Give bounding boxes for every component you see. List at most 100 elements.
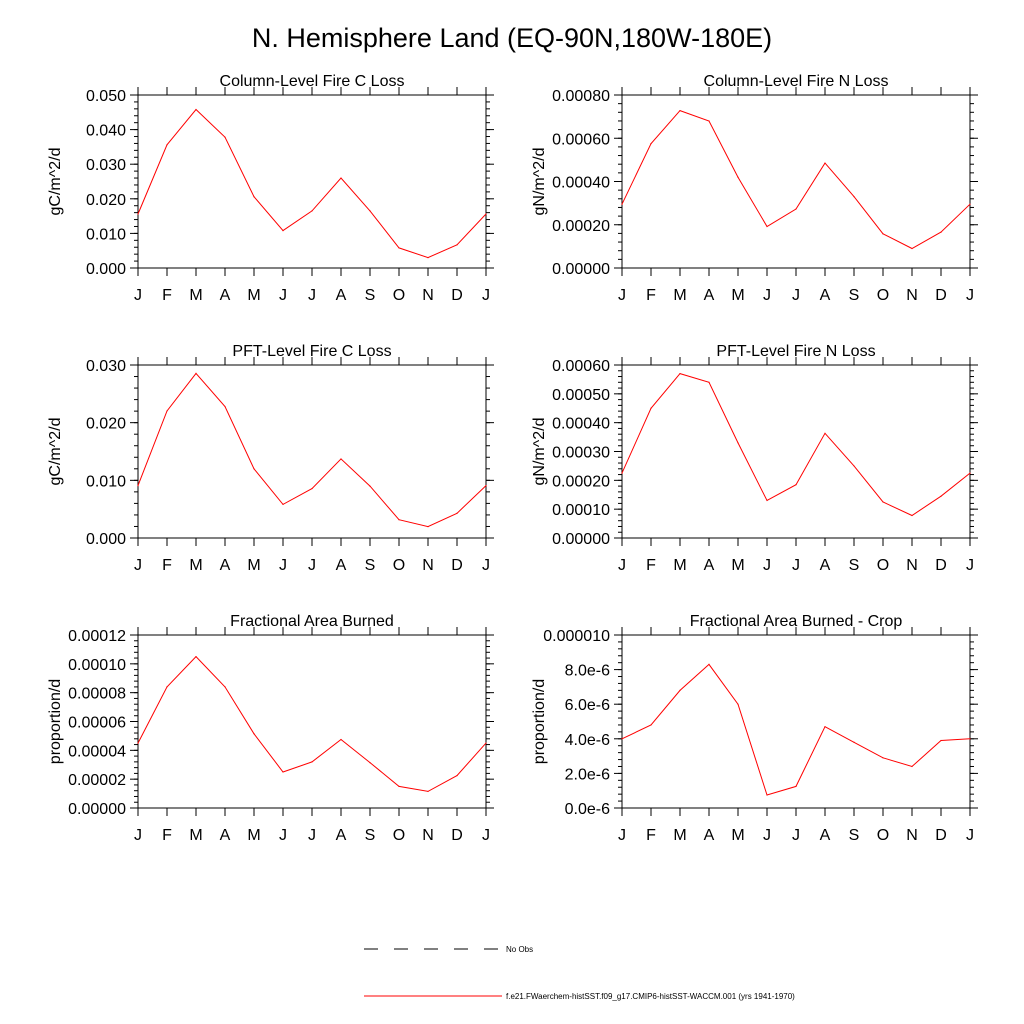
data-point: [195, 108, 197, 111]
x-tick-label: F: [162, 287, 172, 304]
data-point: [485, 213, 487, 215]
x-tick-label: A: [220, 287, 231, 304]
data-point: [427, 257, 429, 259]
data-point: [485, 485, 487, 487]
x-tick-label: J: [134, 557, 142, 574]
data-point: [282, 230, 284, 232]
series-line: [621, 110, 971, 250]
data-point: [456, 512, 458, 514]
y-tick-label: 0.0e-6: [565, 801, 610, 818]
data-point: [708, 120, 710, 122]
y-tick-label: 0.030: [86, 157, 126, 174]
x-tick-label: J: [134, 287, 142, 304]
data-point: [253, 468, 255, 470]
data-point: [456, 774, 458, 777]
data-point: [853, 196, 855, 198]
plot-frame: [621, 94, 971, 269]
x-tick-label: J: [279, 557, 287, 574]
x-tick-label: A: [820, 287, 831, 304]
data-point: [882, 501, 884, 503]
x-tick-label: J: [279, 827, 287, 844]
data-point: [650, 724, 652, 726]
x-tick-label: F: [162, 827, 172, 844]
data-point: [485, 742, 487, 744]
x-tick-label: O: [393, 827, 405, 844]
x-tick-label: M: [673, 827, 686, 844]
x-tick-label: M: [247, 557, 260, 574]
x-tick-label: S: [365, 287, 376, 304]
data-point: [621, 472, 623, 474]
data-point: [708, 381, 710, 383]
y-tick-label: 0.020: [86, 192, 126, 209]
data-point: [340, 177, 342, 179]
data-point: [940, 495, 942, 497]
x-tick-label: F: [646, 827, 656, 844]
x-tick-label: M: [673, 557, 686, 574]
chart-title: PFT-Level Fire N Loss: [716, 343, 875, 360]
x-tick-label: A: [220, 827, 231, 844]
data-point: [766, 794, 768, 796]
data-point: [969, 472, 971, 474]
x-tick-label: J: [279, 287, 287, 304]
y-tick-label: 0.000: [86, 261, 126, 278]
x-tick-label: M: [189, 557, 202, 574]
x-tick-label: D: [935, 557, 947, 574]
y-axis-label: gN/m^2/d: [531, 148, 548, 216]
data-point: [224, 686, 226, 688]
x-tick-label: O: [393, 287, 405, 304]
data-point: [911, 514, 913, 517]
data-point: [427, 526, 429, 528]
y-tick-label: 0.00000: [68, 801, 126, 818]
y-axis-label: gC/m^2/d: [47, 148, 64, 216]
figure-title: N. Hemisphere Land (EQ-90N,180W-180E): [251, 23, 773, 53]
x-tick-label: M: [731, 827, 744, 844]
x-tick-label: N: [422, 827, 434, 844]
data-point: [650, 143, 652, 145]
x-tick-label: J: [792, 827, 800, 844]
data-point: [679, 109, 681, 112]
data-point: [795, 208, 797, 210]
x-tick-label: M: [731, 557, 744, 574]
x-tick-label: J: [966, 557, 974, 574]
x-tick-label: J: [618, 827, 626, 844]
y-tick-label: 0.00040: [552, 416, 610, 433]
x-tick-label: A: [220, 557, 231, 574]
data-point: [824, 162, 826, 164]
data-point: [311, 761, 313, 763]
y-axis-label: gN/m^2/d: [531, 418, 548, 486]
x-tick-label: S: [365, 827, 376, 844]
x-tick-label: A: [704, 827, 715, 844]
data-point: [679, 373, 681, 375]
data-point: [282, 503, 284, 505]
y-tick-label: 0.00010: [552, 502, 610, 519]
data-point: [253, 733, 255, 735]
y-tick-label: 0.00008: [68, 686, 126, 703]
x-tick-label: J: [482, 287, 490, 304]
data-point: [137, 742, 139, 744]
chart-panels: Column-Level Fire C Loss gC/m^2/d 0.000 0.0…: [47, 73, 978, 844]
x-tick-label: J: [966, 827, 974, 844]
data-point: [766, 499, 768, 502]
data-point: [737, 442, 739, 444]
legend: No Obs f.e21.FWaerchem-histSST.f09_g17.C…: [364, 945, 795, 1001]
y-tick-label: 6.0e-6: [565, 697, 610, 714]
x-tick-label: O: [877, 827, 889, 844]
plot-frame: [137, 364, 487, 539]
x-tick-label: A: [704, 287, 715, 304]
y-axis-label: proportion/d: [47, 679, 64, 764]
x-tick-label: J: [134, 827, 142, 844]
series-line: [137, 655, 487, 792]
data-point: [340, 458, 342, 460]
data-point: [398, 519, 400, 521]
y-tick-label: 0.00000: [552, 531, 610, 548]
chart-title: PFT-Level Fire C Loss: [232, 343, 391, 360]
chart-panel-4: PFT-Level Fire N Loss gN/m^2/d 0.00000 0.00…: [531, 343, 978, 574]
data-point: [456, 244, 458, 246]
x-tick-label: J: [308, 557, 316, 574]
data-point: [340, 738, 342, 741]
y-axis-label: proportion/d: [531, 679, 548, 764]
x-tick-label: S: [849, 287, 860, 304]
x-tick-label: S: [849, 827, 860, 844]
data-point: [824, 726, 826, 728]
